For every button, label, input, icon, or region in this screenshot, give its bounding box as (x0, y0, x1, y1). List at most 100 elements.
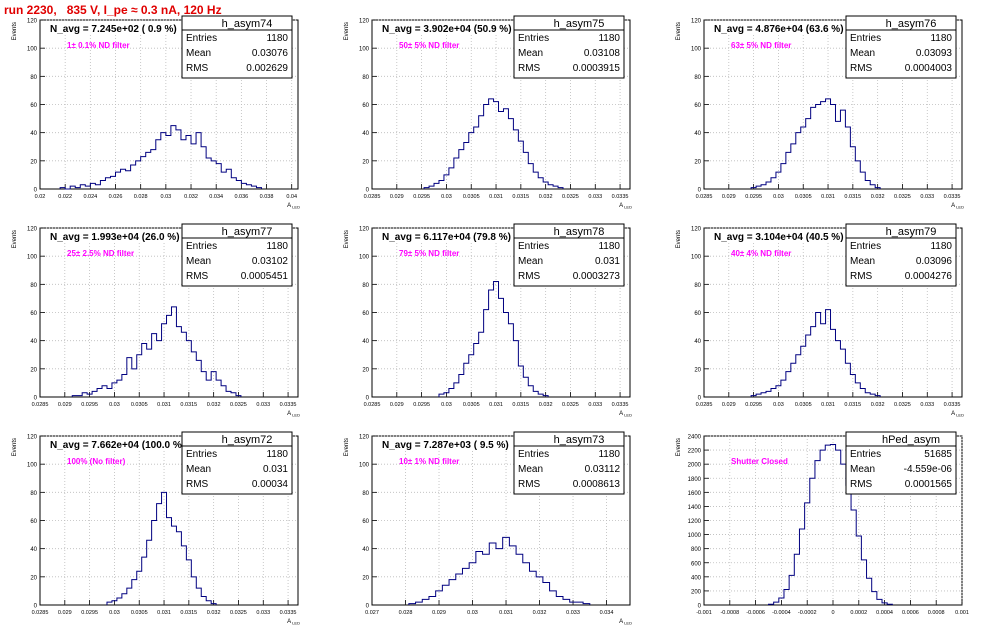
histogram-bar (529, 571, 536, 605)
histogram-bar (786, 372, 791, 397)
x-tick-label: 0.03 (441, 402, 452, 408)
histogram-bar (186, 341, 191, 397)
x-axis-label: A LED (619, 411, 632, 418)
histogram-bar (508, 324, 513, 397)
histogram-bar (162, 324, 167, 397)
y-axis-label: Events (676, 230, 682, 248)
y-tick-label: 40 (362, 131, 369, 137)
histogram-bar (211, 372, 216, 397)
stats-value: 1180 (598, 449, 620, 460)
histogram-bar (840, 349, 845, 397)
filter-annotation: 100% (No filter) (67, 457, 126, 466)
x-axis-label: A LED (287, 619, 300, 626)
stats-key: Entries (518, 241, 549, 252)
y-tick-label: 20 (362, 367, 369, 373)
histogram-bar (791, 363, 796, 397)
stats-value: 0.0004003 (905, 63, 953, 74)
histogram-bar (776, 386, 781, 397)
x-tick-label: 0.031 (157, 610, 171, 616)
histogram-outline (438, 281, 549, 397)
histogram-bar (801, 346, 806, 397)
histogram-bar (835, 121, 840, 189)
histogram-outline (71, 306, 242, 397)
x-tick-label: 0.033 (920, 194, 934, 200)
histogram-bar (201, 147, 206, 189)
histogram-svg: 0 20 40 60 80 100 120 0.0285 0.029 0.0295 0.03 0.03… (344, 15, 632, 210)
histogram-bar (171, 526, 176, 605)
y-tick-label: 100 (27, 255, 38, 261)
stats-box (845, 223, 957, 287)
histogram-bar (825, 445, 830, 605)
x-tick-label: 0.0325 (230, 610, 247, 616)
stats-value: 0.0004276 (905, 271, 953, 282)
histogram-bar (836, 450, 841, 605)
histogram-bar (799, 529, 804, 605)
x-tick-label: 0.031 (489, 402, 503, 408)
histogram-bar (156, 140, 161, 189)
filter-annotation: 40± 4% ND filter (731, 249, 791, 258)
histogram-bar (146, 152, 151, 189)
stats-histogram-name: h_asym72 (222, 434, 273, 446)
y-tick-label: 80 (694, 283, 701, 289)
x-tick-label: 0.0305 (131, 402, 148, 408)
histogram-bar (181, 546, 186, 605)
y-axis-label: Events (12, 230, 18, 248)
y-tick-label: 2000 (688, 463, 702, 469)
x-tick-label: 0.0295 (81, 402, 98, 408)
x-tick-label: 0.031 (821, 194, 835, 200)
histogram-bar (816, 313, 821, 398)
stats-value: 1180 (266, 33, 288, 44)
x-tick-label: 0.031 (499, 610, 513, 616)
y-tick-label: 40 (694, 339, 701, 345)
y-tick-label: 60 (30, 311, 37, 317)
x-tick-label: 0.0315 (180, 402, 197, 408)
stats-key: RMS (186, 479, 209, 490)
histogram-bar (161, 133, 166, 189)
histogram-bar (216, 380, 221, 397)
y-tick-label: 600 (691, 561, 702, 567)
stats-box (513, 431, 625, 495)
avg-label: N_avg = 7.245e+02 ( 0.9 %) (50, 24, 177, 35)
histogram-bar (181, 140, 186, 189)
y-tick-label: 120 (27, 227, 38, 233)
x-axis-label-sub: LED (291, 413, 300, 418)
filter-annotation: 79± 5% ND filter (399, 249, 459, 258)
x-tick-label: 0.0285 (364, 194, 381, 200)
x-tick-label: 0.0315 (512, 194, 529, 200)
histogram-bar (865, 181, 870, 189)
x-tick-label: 0 (831, 610, 834, 616)
avg-label-box (42, 438, 212, 451)
x-tick-label: 0.032 (533, 610, 547, 616)
stats-value: -4.559e-06 (904, 464, 953, 475)
histogram-bar (131, 165, 136, 189)
histogram-bar (489, 290, 494, 397)
histogram-panel-hPed_asym: 0 200 400 600 800 1000 1200 1400 1600 1800 2000 220… (664, 428, 994, 633)
histogram-bar (503, 313, 508, 398)
stats-key: RMS (850, 271, 873, 282)
histogram-bar (176, 327, 181, 397)
stats-key: RMS (518, 271, 541, 282)
stats-value: 0.03112 (585, 464, 621, 475)
x-tick-label: 0.031 (821, 402, 835, 408)
stats-key: Entries (850, 449, 881, 460)
histogram-bar (523, 563, 530, 605)
y-tick-label: 60 (30, 103, 37, 109)
stats-key: RMS (186, 63, 209, 74)
stats-key: Mean (186, 256, 211, 267)
y-axis-label: Events (676, 22, 682, 40)
x-axis-label-sub: LED (623, 413, 632, 418)
histogram-bar (801, 127, 806, 189)
x-tick-label: 0.001 (955, 610, 969, 616)
x-tick-label: 0.0285 (32, 610, 49, 616)
stats-value: 51685 (924, 449, 952, 460)
stats-value: 1180 (930, 33, 952, 44)
x-tick-label: 0.032 (539, 194, 553, 200)
y-tick-label: 0 (366, 396, 370, 402)
histogram-bar (483, 554, 490, 605)
x-tick-label: 0.0315 (844, 402, 861, 408)
histogram-bar (811, 327, 816, 397)
histogram-bar (110, 176, 115, 189)
x-tick-label: 0.031 (489, 194, 503, 200)
x-tick-label: 0.029 (58, 610, 72, 616)
x-axis-label-sub: LED (955, 205, 964, 210)
